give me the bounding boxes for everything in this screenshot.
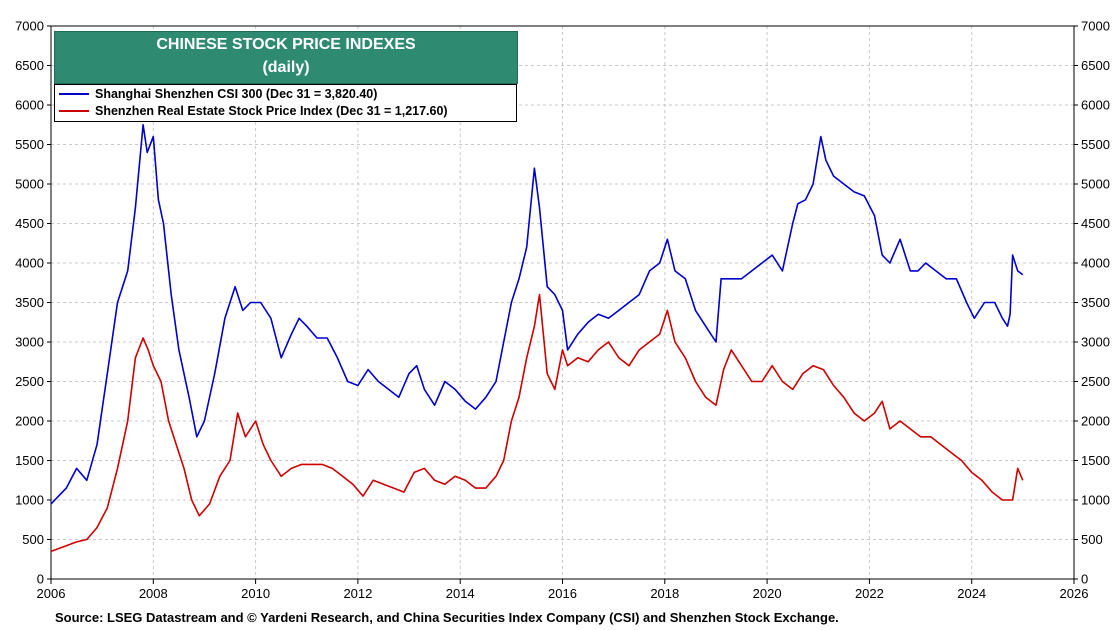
y-tick-label-left: 1500	[15, 453, 44, 468]
y-tick-label-left: 4500	[15, 216, 44, 231]
y-tick-label-left: 5500	[15, 137, 44, 152]
series-line-1	[50, 293, 1024, 553]
y-tick-label-right: 7000	[1081, 19, 1110, 34]
y-tick-label-right: 6500	[1081, 58, 1110, 73]
y-tick-label-left: 5000	[15, 177, 44, 192]
x-tick-label: 2022	[855, 586, 884, 601]
y-axis-left: 0 500 1000 1500 2000 2500 3000 3500 4000 4500 5000…	[15, 19, 51, 587]
x-tick-label: 2016	[548, 586, 577, 601]
legend-entry-real-estate: Shenzhen Real Estate Stock Price Index (…	[59, 103, 448, 119]
y-tick-label-right: 1000	[1081, 493, 1110, 508]
x-tick-label: 2020	[753, 586, 782, 601]
source-note: Source: LSEG Datastream and © Yardeni Re…	[55, 610, 839, 625]
series-line-0	[50, 124, 1024, 505]
x-tick-label: 2012	[343, 586, 372, 601]
x-tick-label: 2024	[957, 586, 986, 601]
y-tick-label-right: 0	[1081, 572, 1088, 587]
y-tick-label-left: 7000	[15, 19, 44, 34]
series-lines	[50, 124, 1024, 553]
x-tick-label: 2008	[139, 586, 168, 601]
y-tick-label-right: 1500	[1081, 453, 1110, 468]
y-tick-label-right: 3500	[1081, 295, 1110, 310]
x-tick-label: 2010	[241, 586, 270, 601]
legend-swatch-real-estate	[59, 110, 89, 112]
x-tick-label: 2026	[1060, 586, 1089, 601]
legend-label-real-estate: Shenzhen Real Estate Stock Price Index (…	[95, 104, 448, 118]
y-tick-label-left: 0	[37, 572, 44, 587]
y-tick-label-left: 6000	[15, 98, 44, 113]
x-axis: 2006 2008 2010 2012 2014 2016 2018 2020 2022 2024…	[37, 579, 1089, 601]
legend-entry-csi300: Shanghai Shenzhen CSI 300 (Dec 31 = 3,82…	[59, 86, 377, 102]
y-tick-label-left: 500	[22, 532, 44, 547]
y-tick-label-left: 1000	[15, 493, 44, 508]
y-tick-label-right: 500	[1081, 532, 1103, 547]
y-tick-label-left: 4000	[15, 256, 44, 271]
x-tick-label: 2014	[446, 586, 475, 601]
y-tick-label-left: 6500	[15, 58, 44, 73]
y-tick-label-right: 3000	[1081, 335, 1110, 350]
legend-label-csi300: Shanghai Shenzhen CSI 300 (Dec 31 = 3,82…	[95, 87, 378, 101]
x-tick-label: 2006	[37, 586, 66, 601]
legend-swatch-csi300	[59, 93, 89, 95]
y-tick-label-right: 4500	[1081, 216, 1110, 231]
chart-title: CHINESE STOCK PRICE INDEXES	[156, 36, 416, 53]
y-tick-label-left: 3500	[15, 295, 44, 310]
chart-title-box: CHINESE STOCK PRICE INDEXES (daily)	[54, 31, 518, 84]
y-tick-label-left: 3000	[15, 335, 44, 350]
y-tick-label-right: 5000	[1081, 177, 1110, 192]
y-tick-label-left: 2000	[15, 414, 44, 429]
y-tick-label-right: 4000	[1081, 256, 1110, 271]
y-axis-right: 0 500 1000 1500 2000 2500 3000 3500 4000 4500 5000…	[1074, 19, 1110, 587]
y-tick-label-right: 2500	[1081, 374, 1110, 389]
y-tick-label-right: 6000	[1081, 98, 1110, 113]
chart-subtitle: (daily)	[262, 59, 310, 76]
y-tick-label-right: 5500	[1081, 137, 1110, 152]
x-tick-label: 2018	[650, 586, 679, 601]
chart-legend: Shanghai Shenzhen CSI 300 (Dec 31 = 3,82…	[54, 84, 517, 122]
y-tick-label-left: 2500	[15, 374, 44, 389]
y-tick-label-right: 2000	[1081, 414, 1110, 429]
